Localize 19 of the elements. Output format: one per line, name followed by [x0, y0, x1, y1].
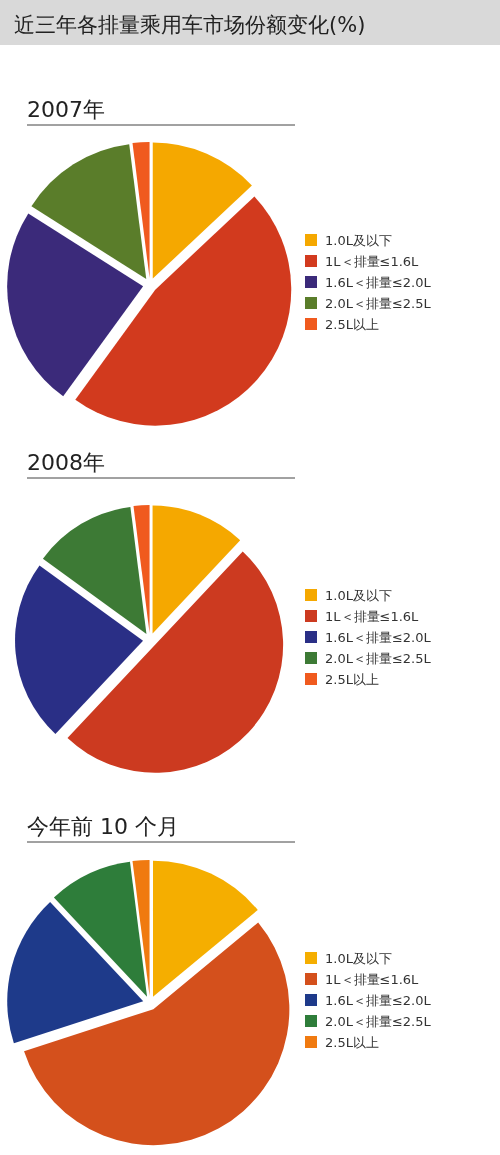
legend-label: 2.0L＜排量≤2.5L [325, 1014, 432, 1029]
legend-label: 2.5L以上 [325, 317, 379, 332]
legend-label: 1.0L及以下 [325, 588, 392, 603]
chart-subtitle: 2008年 [27, 450, 105, 475]
chart-subtitle: 2007年 [27, 97, 105, 122]
legend-label: 1.6L＜排量≤2.0L [325, 993, 432, 1008]
legend-label: 2.5L以上 [325, 1035, 379, 1050]
legend-label: 1.0L及以下 [325, 233, 392, 248]
legend-label: 1L＜排量≤1.6L [325, 609, 420, 624]
legend-label: 2.5L以上 [325, 672, 379, 687]
legend-label: 2.0L＜排量≤2.5L [325, 296, 432, 311]
chart-title: 近三年各排量乘用车市场份额变化(%) [14, 13, 366, 37]
legend-label: 1L＜排量≤1.6L [325, 972, 420, 987]
legend-label: 2.0L＜排量≤2.5L [325, 651, 432, 666]
legend-label: 1.6L＜排量≤2.0L [325, 275, 432, 290]
legend-label: 1L＜排量≤1.6L [325, 254, 420, 269]
legend-label: 1.6L＜排量≤2.0L [325, 630, 432, 645]
legend-label: 1.0L及以下 [325, 951, 392, 966]
chart-subtitle: 今年前 10 个月 [27, 814, 179, 839]
